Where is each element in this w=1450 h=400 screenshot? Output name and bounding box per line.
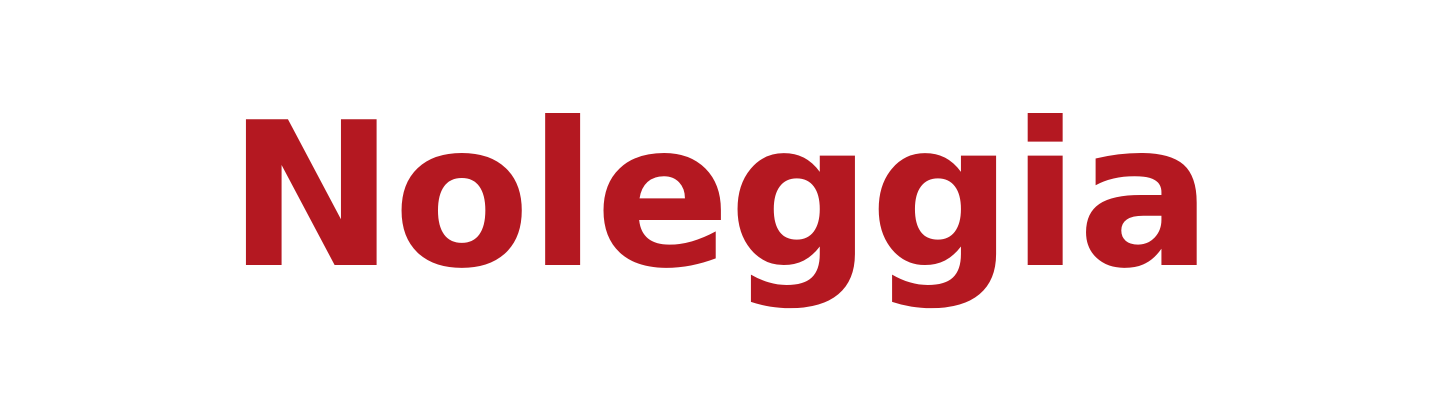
word-label: Noleggia (227, 80, 1213, 313)
